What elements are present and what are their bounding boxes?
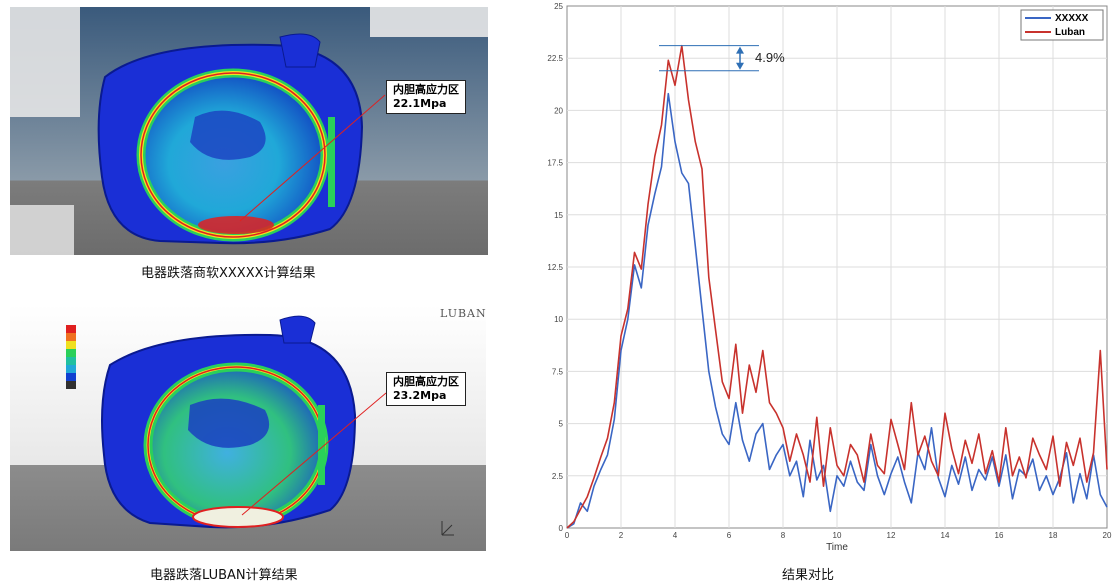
top-stress-contour — [10, 7, 488, 255]
y-tick-labels: 0 2.5 5 7.5 10 12.5 15 17.5 20 22.5 25 — [547, 2, 563, 533]
series-line-luban — [566, 44, 1108, 529]
stress-color-legend — [66, 325, 76, 389]
x-tick-label: 18 — [1049, 531, 1058, 540]
axis-triad-icon — [441, 521, 454, 536]
luban-watermark: LUBAN — [440, 307, 487, 320]
y-tick-label: 5 — [559, 420, 564, 429]
x-tick-labels: 0 2 4 6 8 10 12 14 16 18 20 — [565, 531, 1112, 540]
y-tick-label: 15 — [554, 211, 563, 220]
y-tick-label: 12.5 — [547, 263, 563, 272]
legend-label-luban: Luban — [1055, 27, 1085, 38]
bottom-callout-title: 内胆高应力区 — [393, 375, 459, 388]
top-simulation-image — [10, 7, 488, 255]
y-tick-label: 0 — [559, 524, 564, 533]
bottom-simulation-image — [10, 305, 486, 551]
comparison-line-chart: 0 2.5 5 7.5 10 12.5 15 17.5 20 22.5 25 0 2 4 6 8 10 12 14… — [547, 2, 1112, 553]
bottom-callout-value: 23.2Mpa — [393, 389, 447, 402]
x-tick-label: 16 — [995, 531, 1004, 540]
chart-caption: 结果对比 — [782, 568, 835, 583]
bottom-caption: 电器跌落LUBAN计算结果 — [150, 568, 298, 583]
x-tick-label: 2 — [619, 531, 624, 540]
y-tick-label: 10 — [554, 315, 563, 324]
x-tick-label: 4 — [673, 531, 678, 540]
y-tick-label: 25 — [554, 2, 563, 11]
legend-label-xxxxx: XXXXX — [1055, 13, 1089, 24]
y-tick-label: 2.5 — [552, 472, 564, 481]
top-callout-value: 22.1Mpa — [393, 97, 447, 110]
y-tick-label: 20 — [554, 106, 563, 115]
bottom-stress-contour — [10, 305, 486, 551]
top-stress-callout: 内胆高应力区 22.1Mpa — [386, 80, 466, 114]
top-caption: 电器跌落商软XXXXX计算结果 — [141, 266, 316, 281]
legend: XXXXX Luban — [1020, 9, 1104, 41]
x-tick-label: 12 — [887, 531, 896, 540]
x-tick-label: 0 — [565, 531, 570, 540]
x-tick-label: 6 — [727, 531, 732, 540]
annotation-arrowhead-up — [736, 46, 744, 54]
legend-box — [1020, 9, 1104, 41]
x-tick-label: 20 — [1103, 531, 1112, 540]
x-tick-label: 8 — [781, 531, 786, 540]
y-tick-label: 17.5 — [547, 159, 563, 168]
series-lines — [566, 44, 1108, 529]
x-axis-label: Time — [826, 542, 848, 553]
annotation-label: 4.9% — [755, 50, 785, 65]
x-tick-label: 10 — [833, 531, 842, 540]
top-callout-title: 内胆高应力区 — [393, 83, 459, 96]
x-tick-label: 14 — [941, 531, 950, 540]
series-line-xxxxx — [566, 92, 1108, 529]
annotation-arrowhead-down — [736, 62, 744, 70]
y-tick-label: 22.5 — [547, 54, 563, 63]
y-tick-label: 7.5 — [552, 367, 564, 376]
difference-annotation: 4.9% — [659, 45, 785, 72]
bottom-stress-callout: 内胆高应力区 23.2Mpa — [386, 372, 466, 406]
